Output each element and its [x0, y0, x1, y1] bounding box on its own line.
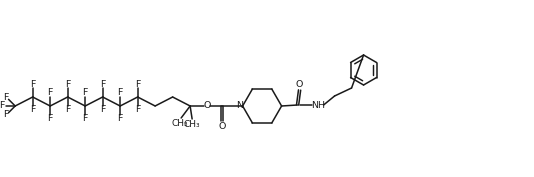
Text: F: F [65, 105, 70, 115]
Text: N: N [236, 101, 243, 110]
Text: CH₃: CH₃ [184, 121, 200, 130]
Text: F: F [100, 79, 105, 88]
Text: CH₃: CH₃ [172, 119, 189, 129]
Text: F: F [135, 105, 140, 115]
Text: O: O [203, 101, 211, 110]
Text: F: F [48, 88, 53, 98]
Text: F: F [30, 105, 35, 115]
Text: F: F [48, 115, 53, 124]
Text: NH: NH [311, 101, 326, 110]
Text: F: F [82, 115, 88, 124]
Text: F: F [3, 93, 8, 102]
Text: F: F [82, 88, 88, 98]
Text: O: O [296, 79, 303, 88]
Text: F: F [30, 79, 35, 88]
Text: F: F [65, 79, 70, 88]
Text: F: F [117, 115, 123, 124]
Text: F: F [100, 105, 105, 115]
Text: F: F [117, 88, 123, 98]
Text: O: O [218, 122, 226, 132]
Text: F: F [0, 101, 4, 110]
Text: F: F [3, 110, 8, 119]
Text: F: F [135, 79, 140, 88]
